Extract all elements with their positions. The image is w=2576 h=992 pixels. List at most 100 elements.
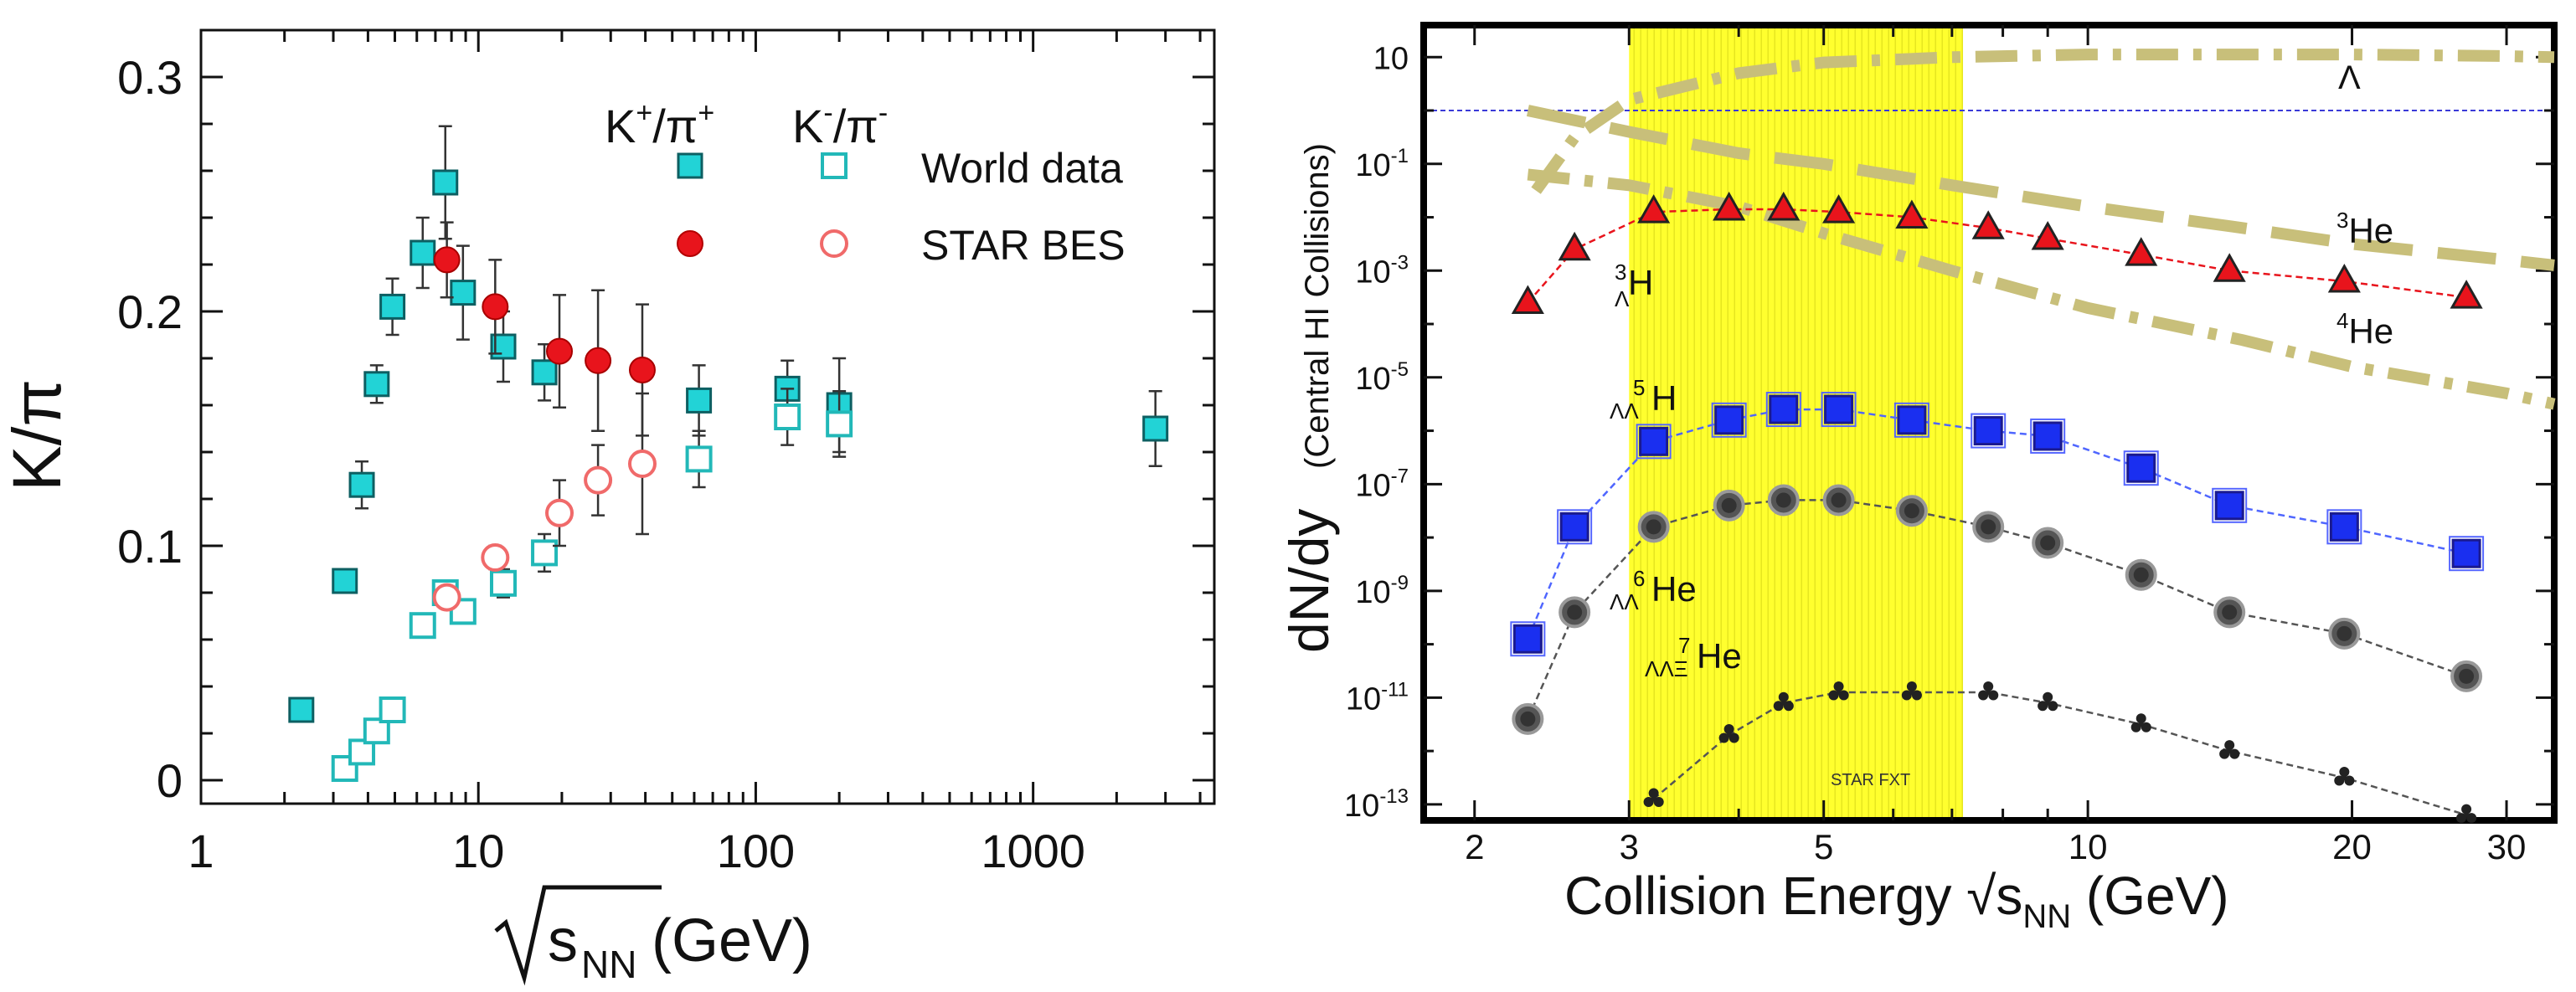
data-point-core [2040,535,2056,551]
data-point-outline [2326,509,2362,545]
data-point-core [2222,604,2238,620]
label-lambdalambdaxi-he7: 7 ΛΛΞ He [1645,633,1742,681]
data-point-core [2133,567,2149,583]
left-x-axis-label: s NN (GeV) [494,885,812,986]
data-point [489,569,517,597]
data-point [531,539,559,567]
data-point [2219,740,2240,759]
label-lambda: Λ [2338,59,2361,96]
data-point-core [1831,492,1847,508]
data-point [1511,285,1544,315]
left-x-label-s: s [548,907,578,974]
left-x-tick-label: 100 [717,825,795,877]
legend-label-star: STAR BES [921,222,1126,269]
right-y-tick-label: 10-5 [1355,358,1409,397]
data-point [2214,491,2244,521]
data-point [481,543,510,572]
left-x-tick-label: 1000 [981,825,1085,877]
data-point-core [1646,519,1662,535]
label-lambdalambda-he6: 6 ΛΛ He [1610,566,1697,614]
data-point [2125,237,2158,266]
right-y-tick-label: 10-7 [1355,465,1409,503]
right-y-tick-label: 10-1 [1355,145,1409,183]
legend-header-kminus: K-/π- [792,97,888,152]
left-series-3 [432,392,657,612]
left-axis-frame: 1 10 100 1000 0 0.1 0.2 0.3 [117,28,1216,877]
right-y-tick-label: 10-11 [1346,678,1409,717]
data-point [432,583,461,612]
right-series-0 [1531,49,2555,194]
data-point-outline [1893,402,1929,438]
label-lambdalambda-h5: 5 ΛΛ H [1610,375,1677,424]
data-point-outline [1765,392,1801,428]
data-point [1767,191,1801,221]
data-point [1973,416,2003,446]
data-point [1773,691,1794,712]
band-label: STAR FXT [1831,771,1910,789]
data-point-core [1721,497,1737,513]
left-y-axis-label: K/π [0,379,75,491]
data-point-outline [2449,536,2485,572]
data-point [627,450,657,478]
left-y-tick-label: 0.1 [117,520,183,573]
data-point [2329,511,2359,542]
left-x-label-sub: NN [581,943,636,986]
legend-marker-star-kminus [820,229,848,258]
data-point [2327,263,2361,293]
data-point [363,371,390,398]
legend-label-world: World data [921,145,1123,192]
data-point [1512,624,1543,654]
data-point [379,293,406,320]
data-point-outline [1971,413,2007,449]
data-point [2032,421,2063,451]
right-series-6 [1643,681,2477,824]
data-point [331,755,358,782]
data-point-outline [1821,392,1857,428]
data-point [1895,199,1929,229]
label-lambda-h3: 3 ΛH [1615,260,1653,311]
left-series-2 [433,221,656,437]
data-point [1643,788,1664,807]
right-x-tick-label: 20 [2332,827,2372,866]
right-x-axis-label: Collision Energy √sNN (GeV) [1564,866,2229,935]
data-point-core [2459,668,2475,684]
data-point [1769,394,1799,424]
data-point-core [1904,503,1919,519]
left-y-tick-label: 0 [157,754,183,807]
left-legend: K+/π+ K-/π- World data STAR BES [605,97,1126,269]
data-point [2451,538,2481,568]
data-point [585,347,612,374]
left-data-marks [288,125,1169,782]
data-point [685,445,713,473]
left-series-0 [288,125,1169,723]
data-point [1718,723,1739,743]
data-point [482,293,509,321]
data-point-outline [2030,418,2066,454]
data-point [628,357,656,383]
data-point [1978,681,1999,701]
data-point [1714,405,1744,435]
data-point [1824,394,1854,424]
data-point-outline [1557,509,1593,545]
right-x-tick-label: 10 [2069,827,2108,866]
model-curve [1527,168,2556,410]
data-point [1559,511,1589,542]
right-y-tick-label: 10-3 [1355,251,1409,290]
data-point [2456,804,2477,824]
data-point [1142,415,1169,442]
data-point-outline [2212,487,2248,523]
right-y-tick-label: 10-9 [1355,572,1409,610]
legend-marker-world-kplus [677,152,703,179]
right-series-3 [1511,191,2483,315]
data-point [379,696,406,723]
right-x-tick-label: 3 [1620,827,1639,866]
right-x-tick-label: 5 [1814,827,1833,866]
left-y-tick-label: 0.3 [117,51,183,104]
data-point [2450,280,2483,309]
data-point [686,387,713,414]
left-x-tick-label: 1 [188,825,214,877]
data-point [432,169,459,196]
label-he3: 3He [2336,208,2393,250]
